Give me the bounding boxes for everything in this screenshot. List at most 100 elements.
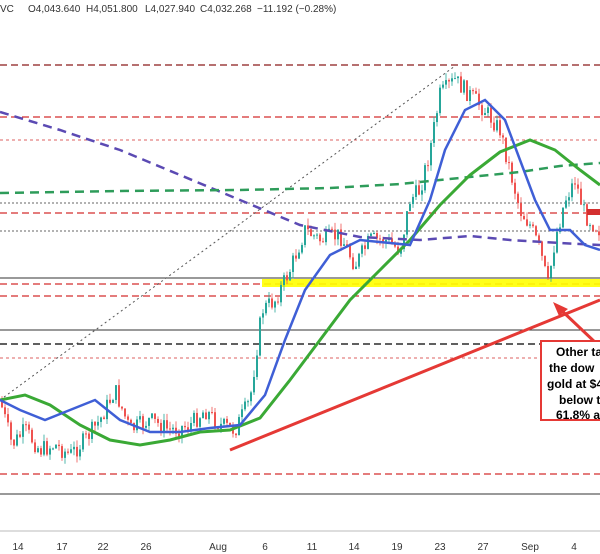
x-tick-label: 14 (12, 542, 24, 553)
candle-body (295, 255, 297, 259)
candle-body (280, 285, 282, 303)
candle-body (37, 448, 39, 453)
ma-purple-dashed (0, 110, 600, 247)
price-marker (587, 209, 600, 215)
candle-body (403, 234, 405, 250)
candle-body (196, 412, 198, 427)
candle-body (496, 120, 498, 131)
candle-body (160, 422, 162, 433)
candle-body (4, 407, 6, 415)
x-tick-label: 6 (262, 542, 268, 553)
candles (1, 71, 600, 464)
candle-body (415, 185, 417, 197)
x-tick-label: 11 (307, 542, 318, 553)
candle-body (535, 226, 537, 236)
candle-body (247, 401, 249, 403)
candle-body (361, 245, 363, 254)
candle-body (82, 433, 84, 450)
candle-body (343, 244, 345, 246)
candle-body (340, 229, 342, 246)
candle-body (88, 433, 90, 439)
candle-body (241, 409, 243, 418)
candle-body (265, 302, 267, 314)
candle-body (94, 421, 96, 426)
candle-body (517, 193, 519, 204)
candle-body (316, 234, 318, 236)
candle-body (514, 182, 516, 194)
candle-body (307, 225, 309, 230)
candle-body (571, 183, 573, 198)
candle-body (442, 84, 444, 88)
candle-body (427, 165, 429, 167)
candle-body (223, 418, 225, 424)
candle-body (430, 142, 432, 166)
candle-body (418, 185, 420, 195)
candle-body (79, 449, 81, 457)
candle-body (565, 200, 567, 208)
candle-body (256, 355, 258, 377)
candle-body (547, 266, 549, 278)
candle-body (328, 228, 330, 230)
candle-body (502, 135, 504, 138)
candle-body (115, 385, 117, 400)
candle-body (127, 416, 129, 420)
candle-body (346, 244, 348, 246)
candle-body (298, 252, 300, 259)
candle-body (31, 429, 33, 443)
candle-body (85, 433, 87, 435)
candle-body (190, 422, 192, 431)
candle-body (70, 449, 72, 453)
candle-body (229, 422, 231, 426)
candle-body (274, 301, 276, 308)
candle-body (211, 412, 213, 414)
candle-body (13, 439, 15, 446)
candle-body (22, 424, 24, 437)
candle-body (193, 412, 195, 423)
candle-body (109, 399, 111, 403)
candle-body (469, 90, 471, 101)
candle-body (574, 183, 576, 185)
candle-body (319, 234, 321, 242)
candle-body (337, 229, 339, 240)
candle-body (64, 451, 66, 458)
candle-body (208, 412, 210, 420)
candle-body (121, 406, 123, 409)
candle-body (172, 427, 174, 430)
candle-body (118, 385, 120, 407)
x-tick-label: 4 (571, 542, 577, 553)
ma-blue-line (0, 98, 600, 434)
candle-body (43, 441, 45, 455)
candle-body (184, 425, 186, 428)
candle-body (445, 80, 447, 85)
candle-body (253, 376, 255, 393)
candle-body (199, 418, 201, 427)
candle-body (271, 298, 273, 308)
candle-body (97, 421, 99, 426)
header-change: −11.192 (−0.28%) (257, 4, 336, 15)
candle-body (376, 233, 378, 239)
callout-arrowhead (553, 302, 568, 316)
candle-body (16, 434, 18, 446)
candle-body (541, 241, 543, 256)
header-open: O4,043.640 (28, 4, 81, 15)
support-zone (262, 279, 600, 287)
candle-body (358, 253, 360, 267)
ohlc-header: VC O4,043.640 H4,051.800 L4,027.940 C4,0… (0, 4, 336, 15)
candle-body (349, 245, 351, 258)
candle-body (277, 301, 279, 303)
candle-body (34, 442, 36, 453)
candle-body (151, 413, 153, 418)
x-tick-label: Aug (209, 542, 227, 553)
candle-body (553, 252, 555, 266)
candle-body (139, 416, 141, 420)
candle-body (313, 235, 315, 237)
candle-body (367, 235, 369, 249)
candle-body (409, 204, 411, 212)
candle-body (448, 80, 450, 82)
candle-body (334, 229, 336, 240)
candle-body (556, 232, 558, 253)
x-tick-label: 23 (434, 542, 446, 553)
candle-body (424, 165, 426, 191)
candle-body (7, 414, 9, 423)
callout-arrow (558, 307, 600, 347)
